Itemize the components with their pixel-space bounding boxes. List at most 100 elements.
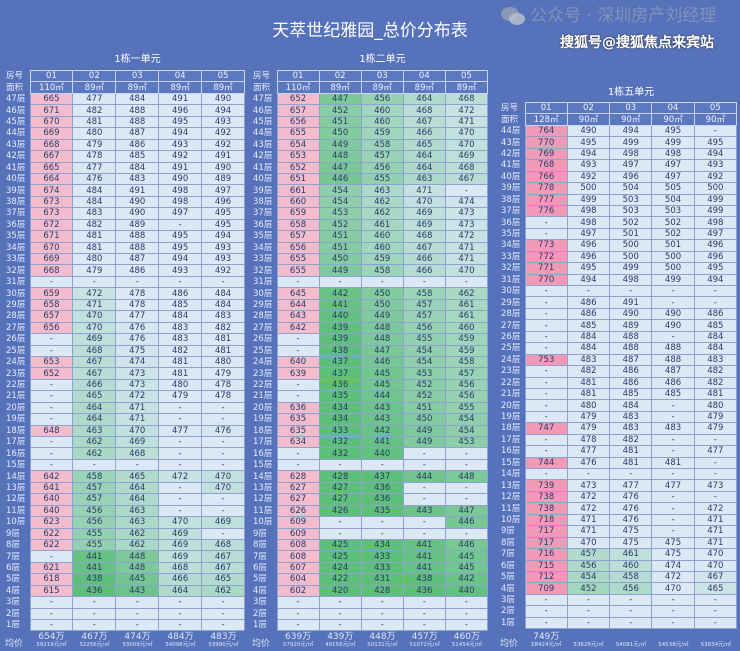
price-cell: 483 [201,310,245,323]
price-cell: - [651,433,695,447]
table-row: 29层 644 441 450 457 461 [252,298,489,312]
price-cell: 473 [115,378,160,392]
price-cell: 433 [360,561,404,575]
price-cell: 455 [402,333,446,346]
table-row: 26层 -439 448 455 459 [252,333,489,346]
price-cell: - [524,376,568,389]
price-cell: 448 [318,150,362,163]
room-area: 89㎡ [115,81,160,94]
average-row: 均价 639万 57920元/㎡ 439万 49156元/㎡ 448万 50131元/㎡ 45… [252,632,488,651]
table-row: 42层 653 448 457 464 469 [252,150,489,163]
price-cell: 498 [609,273,653,287]
price-cell: 483 [651,422,695,435]
room-number: 04 [651,101,695,115]
floor-label: 4层 [501,583,515,594]
price-cell: 476 [609,502,653,515]
price-cell: 481 [609,445,653,458]
table-row: 25层 -438 447 454 459 [252,344,489,357]
price-cell: - [318,516,362,529]
price-cell: 766 [524,170,568,184]
price-cell: 487 [115,252,160,266]
price-cell: 457 [72,493,117,506]
price-cell: - [524,616,568,630]
price-cell: 448 [115,561,160,575]
floor-label: 32层 [253,265,273,276]
table-row: 41层 768 493 497 497 493 [500,159,738,172]
floor-label: 34层 [253,242,273,253]
price-cell: 471 [115,401,160,415]
header-row-area: 面积 110㎡ 89㎡ 89㎡ 89㎡ 89㎡ [252,81,489,94]
price-cell: 454 [566,570,611,584]
price-cell: 636 [276,401,320,415]
room-number: 05 [444,69,489,83]
price-cell: - [402,481,446,495]
table-row: 5层 604 422 431 438 442 [252,573,489,586]
price-cell: 469 [115,435,160,449]
table-row: 16层 -477 481-477 [500,445,738,458]
price-cell: 494 [566,147,611,161]
unit-title: 1栋一单元 [114,54,161,65]
price-cell: 484 [115,92,160,106]
price-cell: 470 [444,264,489,277]
price-cell: 471 [566,525,611,538]
price-cell: 472 [651,570,695,584]
floor-label: 28层 [501,309,521,320]
price-cell: 492 [693,170,738,184]
price-cell: - [158,607,203,621]
price-cell: 437 [360,470,404,483]
price-cell: 467 [72,367,117,380]
watermark-sohu: 搜狐号@搜狐焦点来宾站 [560,35,714,51]
price-cell: 654 [276,138,320,152]
table-row: 18层 747 479 483 483 479 [500,422,738,435]
price-cell: 450 [360,298,404,312]
price-cell: - [693,467,738,481]
price-cell: 648 [29,424,74,438]
price-cell: 424 [318,561,362,575]
price-cell: - [651,502,695,515]
price-cell: 452 [402,390,446,403]
table-row: 15层 - - - - - [252,458,489,472]
price-cell: 500 [609,250,653,264]
price-cell: 437 [318,367,362,380]
price-cell: - [158,447,203,460]
price-cell: 453 [444,435,489,449]
price-cell: 485 [115,150,160,163]
price-cell: 498 [158,184,203,197]
price-cell: 470 [444,138,489,152]
average-unit-price: 51454元/㎡ [451,642,483,648]
price-cell: 463 [115,504,160,518]
floor-label: 29层 [6,299,26,310]
price-cell: - [444,493,489,506]
price-cell: 607 [276,561,320,575]
price-cell: 463 [360,184,404,197]
price-cell: 456 [566,559,611,572]
price-cell: 486 [158,287,203,300]
table-row: 3层 - - - - - [5,596,245,609]
price-cell: - [158,481,203,495]
floor-label: 11层 [501,503,521,514]
table-row: 34层 670 481 488 495 493 [5,241,245,255]
floor-label: 16层 [501,446,521,457]
price-cell: 436 [72,584,117,598]
table-row: 14层 628 428 437 444 448 [252,470,489,483]
price-cell: 655 [276,252,320,266]
floor-label: 14层 [501,469,521,480]
floor-label: 18层 [253,425,273,436]
price-cell: - [651,284,695,298]
price-cell: 471 [402,184,446,197]
table-row: 4层 602 420 428 436 440 [252,584,489,598]
price-cell: 483 [158,321,203,335]
price-cell: 490 [609,307,653,321]
price-cell: 453 [318,207,362,220]
price-cell: - [29,458,74,472]
table-row: 13层 739 473 477 477 473 [500,479,738,492]
floor-label: 29层 [253,299,273,310]
price-cell: 778 [524,182,568,195]
price-cell: 439 [318,321,362,335]
floor-label: 25层 [253,345,273,356]
price-cell: 488 [609,342,653,355]
price-cell: 456 [72,504,117,518]
table-row: 9层 609- - - - [252,527,489,540]
price-cell: 443 [360,413,404,426]
wechat-icon [501,7,525,25]
